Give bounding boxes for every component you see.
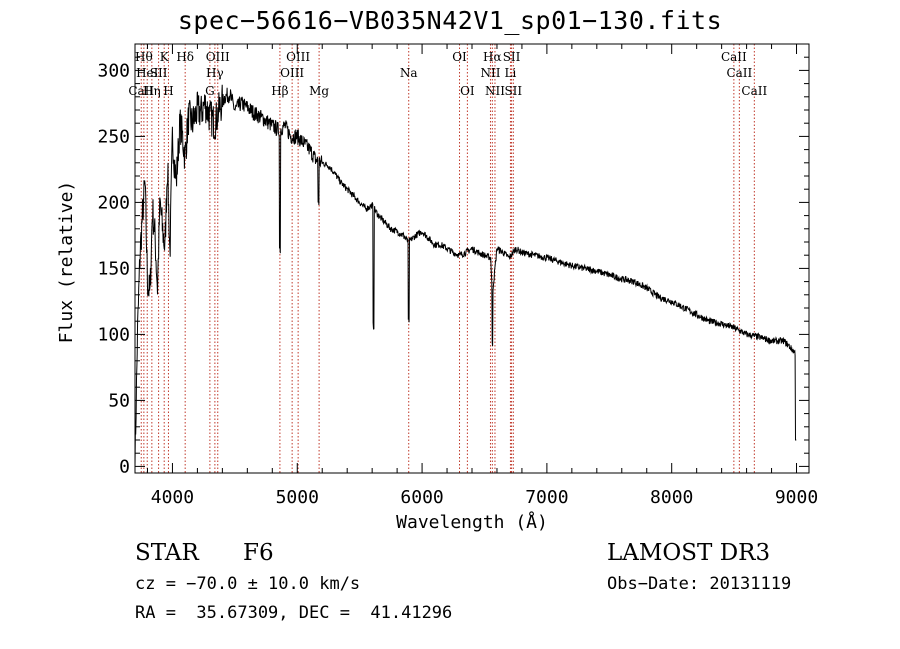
y-axis-label: Flux (relative) [56,181,77,344]
plot-frame [134,43,810,474]
x-tick-label: 4000 [151,487,194,508]
spectral-line-label: OIII [206,50,230,64]
spectral-line-label: Hα [483,50,502,64]
spectral-line-label: NII [485,84,505,98]
spectral-line-label: Li [505,66,517,80]
x-tick-label: 6000 [400,487,443,508]
spectral-line-label: Hθ [135,50,153,64]
spectral-line-label: OIII [286,50,310,64]
spectral-line-label: K [160,50,170,64]
spectral-line-label: Mg [309,84,329,98]
spectral-line-label: H [163,84,173,98]
spectral-line-markers [140,44,755,473]
obs-date: Obs−Date: 20131119 [607,574,792,594]
axis-ticks: 4000 5000 6000 7000 8000 9000 0 50 100 150 200 250 3… [97,44,818,508]
y-tick-label: 300 [97,60,130,81]
x-tick-label: 5000 [276,487,319,508]
spectral-line-label: CaII [721,50,747,64]
spectral-line-label: CaII [741,84,767,98]
x-tick-label: 8000 [650,487,693,508]
spectral-line-label: Na [400,66,418,80]
spectrum-line [134,84,797,467]
redshift-cz: cz = −70.0 ± 10.0 km/s [135,574,361,594]
spectral-line-label: OIII [280,66,304,80]
spectral-line-label: Hη [143,84,161,98]
spectral-line-label: CaII [726,66,752,80]
spectral-line-label: OI [460,84,475,98]
y-tick-label: 0 [119,456,130,477]
spectral-line-label: Hγ [206,66,224,80]
survey-name: LAMOST DR3 [607,540,771,566]
x-tick-label: 7000 [525,487,568,508]
spectral-line-label: SII [504,84,522,98]
object-class: STAR [135,540,199,566]
object-subclass: F6 [243,540,274,566]
spectral-line-label: CaII [128,84,154,98]
y-tick-label: 50 [108,390,130,411]
spectral-line-label: NII [480,66,500,80]
y-tick-label: 250 [97,126,130,147]
spectral-line-label: SII [150,66,168,80]
chart-title: spec−56616−VB035N42V1_sp01−130.fits [177,6,723,35]
line-labels: CaII Hθ HeI Hη SII K H Hδ G Hγ OIII Hβ OIII OIII Mg Na O… [128,50,767,98]
x-axis-label: Wavelength (Å) [396,511,548,533]
spectral-line-label: Hδ [176,50,194,64]
spectral-line-label: G [205,84,215,98]
spectral-line-label: SII [503,50,521,64]
y-tick-label: 150 [97,258,130,279]
spectral-line-label: OI [452,50,467,64]
spectral-line-label: Hβ [271,84,288,98]
spectral-line-label: HeI [136,66,159,80]
y-tick-label: 200 [97,192,130,213]
y-tick-label: 100 [97,324,130,345]
coordinates: RA = 35.67309, DEC = 41.41296 [135,603,453,623]
x-tick-label: 9000 [775,487,818,508]
